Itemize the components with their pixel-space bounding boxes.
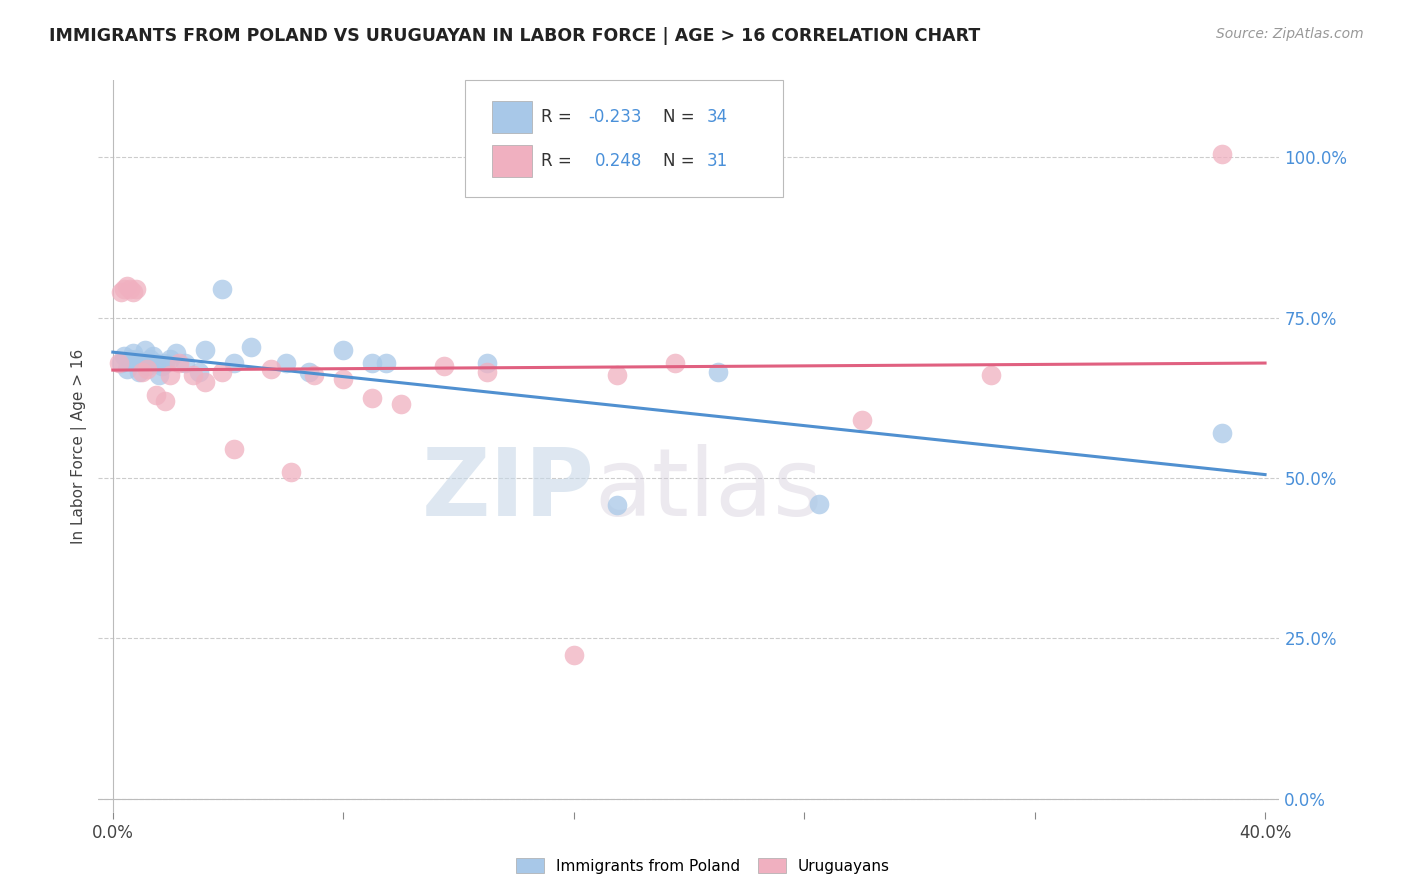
Text: ZIP: ZIP xyxy=(422,444,595,536)
Text: 34: 34 xyxy=(707,108,728,126)
Text: -0.233: -0.233 xyxy=(589,108,643,126)
Point xyxy=(128,365,150,379)
Point xyxy=(148,368,170,383)
Point xyxy=(194,375,217,389)
Point xyxy=(139,352,162,367)
Point xyxy=(304,368,326,383)
Point xyxy=(120,282,142,296)
Point xyxy=(136,359,159,373)
Point xyxy=(664,355,686,369)
Point xyxy=(120,352,142,367)
Point xyxy=(107,355,129,369)
Point xyxy=(159,368,181,383)
Point xyxy=(222,442,245,457)
Point xyxy=(332,343,354,357)
Point xyxy=(280,465,302,479)
Point xyxy=(562,648,585,662)
Point xyxy=(389,397,412,411)
Point xyxy=(145,355,167,369)
Text: R =: R = xyxy=(541,108,578,126)
Text: N =: N = xyxy=(664,108,700,126)
Point xyxy=(298,365,321,379)
Point xyxy=(188,365,211,379)
Point xyxy=(183,368,205,383)
Point xyxy=(153,355,176,369)
Text: R =: R = xyxy=(541,152,582,169)
Point xyxy=(211,365,233,379)
Point xyxy=(112,282,135,296)
Point xyxy=(706,365,728,379)
Point xyxy=(165,346,187,360)
Point xyxy=(477,355,499,369)
FancyBboxPatch shape xyxy=(464,80,783,197)
Point xyxy=(131,355,153,369)
Point xyxy=(112,349,135,363)
FancyBboxPatch shape xyxy=(492,145,531,177)
Point xyxy=(136,362,159,376)
Point xyxy=(851,413,873,427)
Point xyxy=(433,359,456,373)
Point xyxy=(361,355,384,369)
Point xyxy=(980,368,1002,383)
Point xyxy=(274,355,297,369)
Point xyxy=(134,343,156,357)
Point xyxy=(122,285,145,299)
Y-axis label: In Labor Force | Age > 16: In Labor Force | Age > 16 xyxy=(72,349,87,543)
Point xyxy=(122,346,145,360)
Point xyxy=(606,498,628,512)
Point xyxy=(332,371,354,385)
Point xyxy=(142,349,165,363)
Point xyxy=(159,352,181,367)
Point xyxy=(110,285,132,299)
Text: Source: ZipAtlas.com: Source: ZipAtlas.com xyxy=(1216,27,1364,41)
Point xyxy=(173,355,195,369)
Point xyxy=(1211,426,1233,441)
Legend: Immigrants from Poland, Uruguayans: Immigrants from Poland, Uruguayans xyxy=(510,852,896,880)
Text: IMMIGRANTS FROM POLAND VS URUGUAYAN IN LABOR FORCE | AGE > 16 CORRELATION CHART: IMMIGRANTS FROM POLAND VS URUGUAYAN IN L… xyxy=(49,27,980,45)
Point xyxy=(606,368,628,383)
Point xyxy=(125,282,148,296)
Point xyxy=(211,282,233,296)
Point xyxy=(375,355,398,369)
Point xyxy=(145,387,167,401)
Point xyxy=(115,278,138,293)
Point xyxy=(125,352,148,367)
FancyBboxPatch shape xyxy=(492,101,531,133)
Text: 31: 31 xyxy=(707,152,728,169)
Point xyxy=(260,362,283,376)
Point xyxy=(807,497,830,511)
Point xyxy=(361,391,384,405)
Text: N =: N = xyxy=(664,152,700,169)
Text: 0.248: 0.248 xyxy=(595,152,641,169)
Point xyxy=(150,359,173,373)
Point xyxy=(222,355,245,369)
Text: atlas: atlas xyxy=(595,444,823,536)
Point xyxy=(167,355,190,369)
Point xyxy=(110,355,132,369)
Point xyxy=(153,394,176,409)
Point xyxy=(477,365,499,379)
Point xyxy=(1211,147,1233,161)
Point xyxy=(115,362,138,376)
Point xyxy=(131,365,153,379)
Point xyxy=(240,340,263,354)
Point xyxy=(194,343,217,357)
